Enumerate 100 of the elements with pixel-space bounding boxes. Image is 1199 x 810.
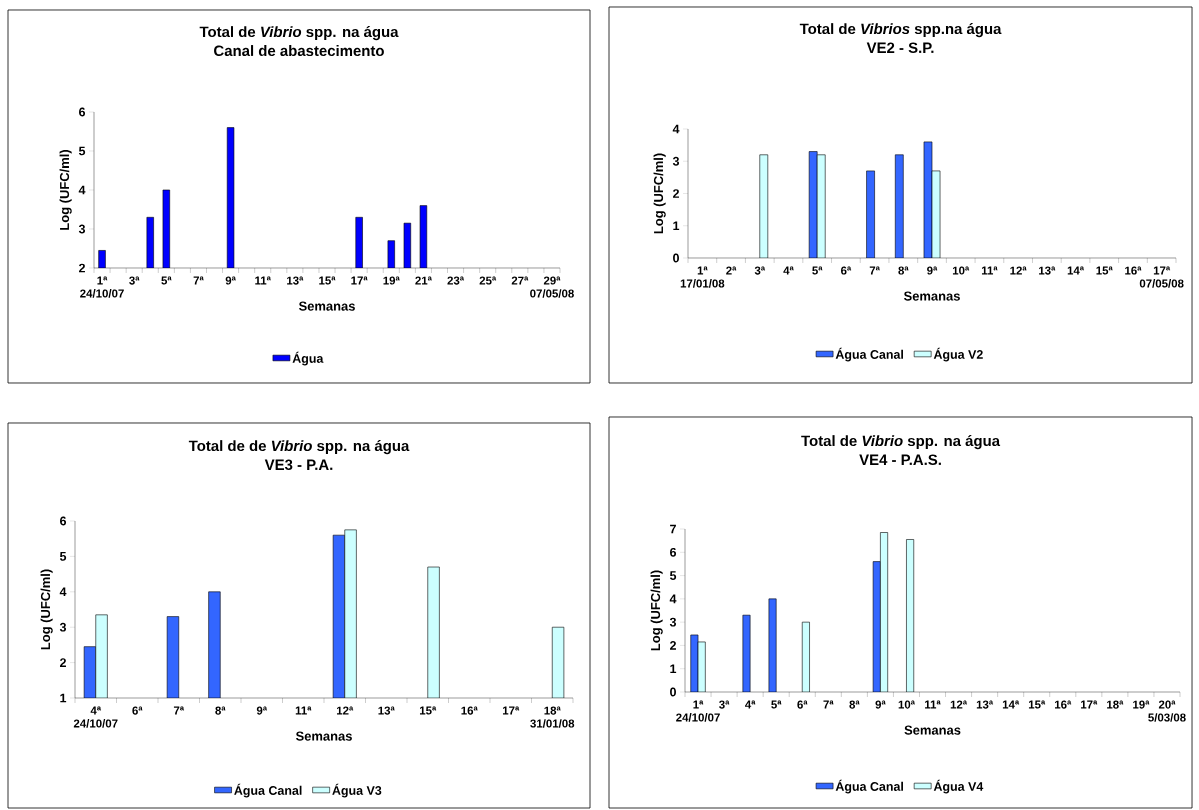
y-tick-label: 5 <box>59 552 67 561</box>
x-tick-label: 13ª <box>287 276 304 285</box>
x-tick-label: 5ª <box>812 266 823 275</box>
x-tick-label: 7ª <box>173 706 185 715</box>
x-tick-label: 13ª <box>1039 266 1056 275</box>
x-tick-label: 17ª <box>1153 266 1171 275</box>
x-tick-label: 17ª <box>1081 700 1098 709</box>
chart-title: Total de Vibrio spp. na água <box>801 435 1001 450</box>
y-tick-label: 3 <box>669 617 677 627</box>
x-tick-label: 15ª <box>1096 266 1113 275</box>
legend-label: Água V4 <box>933 779 984 794</box>
x-tick-label: 11ª <box>295 706 312 715</box>
x-tick-label: 6ª <box>797 700 808 709</box>
legend-label: Água Canal <box>234 783 302 798</box>
x-tick-label: 15ª <box>419 706 437 715</box>
x-tick-label: 1ª <box>693 700 704 709</box>
x-tick-label: 6ª <box>132 706 143 715</box>
x-tick-label: 7ª <box>869 266 880 275</box>
y-tick-label: 0 <box>670 687 676 697</box>
y-tick-label: 2 <box>59 658 66 667</box>
x-tick-label: 8ª <box>215 706 226 715</box>
y-axis-title: Log (UFC/ml) <box>650 570 663 651</box>
legend-label: Água Canal <box>835 347 903 362</box>
x-tick-label: 11ª <box>255 276 271 285</box>
y-tick-label: 5 <box>78 146 86 156</box>
text: 5/03/08 <box>1148 713 1186 722</box>
x-tick-label: 10ª <box>952 266 970 275</box>
x-tick-label: 23ª <box>447 276 465 285</box>
y-tick-label: 3 <box>78 224 86 234</box>
x-tick-label: 7ª <box>823 700 834 709</box>
chart-subtitle: VE4 - P.A.S. <box>859 454 941 466</box>
x-tick-label: 3ª <box>754 266 766 275</box>
chart-title: Total de de Vibrio spp. na água <box>188 440 410 455</box>
x-tick-label: 27ª <box>511 276 529 285</box>
y-tick-label: 5 <box>669 571 677 580</box>
x-tick-label: 3ª <box>719 700 730 709</box>
x-tick-label: 4ª <box>90 706 102 715</box>
x-tick-label: 25ª <box>479 276 497 285</box>
legend-label: Água Canal <box>835 779 903 794</box>
x-tick-label: 9ª <box>225 276 236 285</box>
x-tick-label: 9ª <box>927 266 938 275</box>
chart-title: Total de Vibrios spp.na água <box>799 23 1002 38</box>
x-tick-label: 12ª <box>950 700 968 709</box>
x-tick-label: 2ª <box>726 266 737 275</box>
text: 07/05/08 <box>1139 279 1184 288</box>
y-axis-title: Log (UFC/ml) <box>653 153 666 234</box>
y-tick-label: 6 <box>60 516 67 526</box>
x-tick-label: 9ª <box>256 706 268 715</box>
y-axis-title: Log (UFC/ml) <box>59 150 72 230</box>
x-tick-label: 16ª <box>461 706 478 715</box>
x-tick-label: 11ª <box>981 266 998 275</box>
x-tick-label: 17ª <box>502 706 520 715</box>
y-tick-label: 0 <box>673 253 679 263</box>
legend-label: Água V3 <box>332 783 382 798</box>
text: 24/10/07 <box>73 719 118 728</box>
x-tick-label: 14ª <box>1067 266 1085 275</box>
x-tick-label: 3ª <box>129 276 140 285</box>
x-tick-label: 5ª <box>161 276 172 285</box>
x-tick-label: 15ª <box>1028 700 1046 709</box>
x-tick-label: 10ª <box>898 700 915 709</box>
y-tick-label: 2 <box>78 263 85 273</box>
x-tick-label: 7ª <box>193 276 204 285</box>
y-tick-label: 1 <box>670 664 677 673</box>
y-tick-label: 2 <box>673 189 679 198</box>
chart-title: Total de Vibrio spp. na água <box>199 26 399 41</box>
y-tick-label: 3 <box>59 622 67 632</box>
x-tick-label: 15ª <box>319 276 336 285</box>
y-tick-label: 4 <box>59 587 67 597</box>
x-tick-label: 8ª <box>849 700 860 709</box>
x-tick-label: 4ª <box>745 700 756 709</box>
x-tick-label: 17ª <box>351 276 368 285</box>
x-tick-label: 21ª <box>415 276 432 285</box>
text: 07/05/08 <box>530 289 574 298</box>
text: 24/10/07 <box>676 713 720 722</box>
y-tick-label: 4 <box>672 124 680 134</box>
x-axis-title: Semanas <box>903 291 960 301</box>
x-tick-label: 9ª <box>875 700 886 709</box>
x-tick-label: 19ª <box>1133 700 1150 709</box>
x-tick-label: 18ª <box>544 706 561 715</box>
x-axis-title: Semanas <box>904 725 961 735</box>
x-tick-label: 8ª <box>898 266 909 275</box>
x-tick-label: 5ª <box>771 700 782 709</box>
x-tick-label: 13ª <box>976 700 994 709</box>
y-tick-label: 1 <box>60 693 67 703</box>
x-tick-label: 4ª <box>783 266 794 275</box>
x-tick-label: 16ª <box>1125 266 1142 275</box>
chart-subtitle: VE2 - S.P. <box>866 42 934 54</box>
x-tick-label: 6ª <box>841 266 852 275</box>
y-tick-label: 1 <box>673 221 680 231</box>
y-tick-label: 2 <box>670 641 676 650</box>
x-axis-title: Semanas <box>298 301 355 311</box>
y-tick-label: 6 <box>79 107 86 117</box>
y-axis-title: Log (UFC/ml) <box>40 569 53 650</box>
x-tick-label: 1ª <box>697 266 708 275</box>
x-axis-title: Semanas <box>295 731 352 741</box>
text: 24/10/07 <box>80 289 124 298</box>
y-tick-label: 3 <box>672 156 680 166</box>
y-tick-label: 6 <box>670 547 677 557</box>
legend-label: Água <box>292 351 324 366</box>
x-tick-label: 29ª <box>543 276 561 285</box>
